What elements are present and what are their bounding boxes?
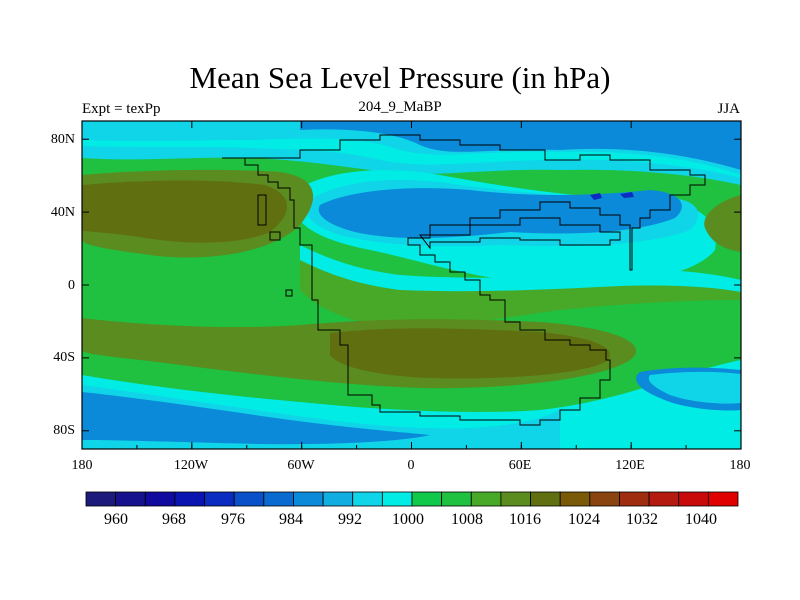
colorbar-label: 1000 <box>392 511 424 528</box>
contour-asian-patches <box>590 192 634 200</box>
colorbar-label: 992 <box>338 511 362 528</box>
colorbar-swatch <box>707 491 739 507</box>
colorbar-swatch <box>85 491 117 507</box>
lon-tick-label: 180 <box>729 458 751 473</box>
colorbar-label: 960 <box>104 511 128 528</box>
inner-sea-outline <box>418 217 621 250</box>
colorbar-swatch <box>678 491 709 507</box>
colorbar-label: 984 <box>279 511 303 528</box>
chart-title: Mean Sea Level Pressure (in hPa) <box>189 60 611 95</box>
lon-tick-label: 60W <box>287 458 315 473</box>
colorbar-swatch <box>322 491 354 507</box>
colorbar-swatch <box>204 491 235 507</box>
colorbar-swatch <box>411 491 443 507</box>
lon-tick-label: 180 <box>71 458 93 473</box>
colorbar-label: 1032 <box>626 511 658 528</box>
continent-outline <box>222 134 706 426</box>
season-label: JJA <box>717 101 740 117</box>
experiment-label: Expt = texPp <box>82 101 161 117</box>
colorbar-swatch <box>174 491 205 507</box>
lat-tick-label: 40S <box>53 350 75 365</box>
contour-south-low-west <box>82 392 430 445</box>
contour-south-low-east-inner <box>648 371 741 404</box>
colorbar-swatch <box>619 491 650 507</box>
colorbar-swatch <box>441 491 472 507</box>
contour-east-high <box>704 195 741 252</box>
colorbar-swatch <box>144 491 176 507</box>
lon-tick-label: 0 <box>407 458 415 473</box>
colorbar-swatch <box>530 491 561 507</box>
island-outline <box>257 194 293 297</box>
lon-tick-label: 120E <box>615 458 645 473</box>
lon-tick-label: 120W <box>173 458 209 473</box>
lat-tick-label: 80S <box>53 423 75 438</box>
lon-tick-label: 60E <box>508 458 532 473</box>
colorbar-swatch <box>115 491 146 507</box>
contour-arctic-low <box>300 121 741 170</box>
colorbar-swatch <box>293 491 324 507</box>
contour-south-high-core <box>330 328 610 379</box>
pressure-field <box>82 121 741 449</box>
lat-tick-label: 80N <box>50 132 75 147</box>
colorbar-swatch <box>381 491 413 507</box>
colorbar-label: 968 <box>162 511 186 528</box>
colorbar-swatch <box>233 491 265 507</box>
colorbar-swatch <box>263 491 294 507</box>
colorbar-label: 1016 <box>509 511 541 528</box>
colorbar-swatch <box>500 491 531 507</box>
contour-pacific-high-core <box>82 180 288 243</box>
colorbar-label: 1008 <box>451 511 483 528</box>
lat-tick-label: 40N <box>50 205 75 220</box>
colorbar-swatch <box>470 491 502 507</box>
colorbar-label: 1024 <box>568 511 600 528</box>
colorbar-swatch <box>559 491 591 507</box>
lat-tick-label: 0 <box>68 278 75 293</box>
colorbar-label: 976 <box>221 511 245 528</box>
contour-equatorial-green <box>300 260 741 327</box>
colorbar-label: 1040 <box>685 511 717 528</box>
colorbar-swatch <box>352 491 383 507</box>
colorbar-swatch <box>589 491 620 507</box>
subtitle: 204_9_MaBP <box>358 99 442 115</box>
colorbar-swatch <box>648 491 680 507</box>
